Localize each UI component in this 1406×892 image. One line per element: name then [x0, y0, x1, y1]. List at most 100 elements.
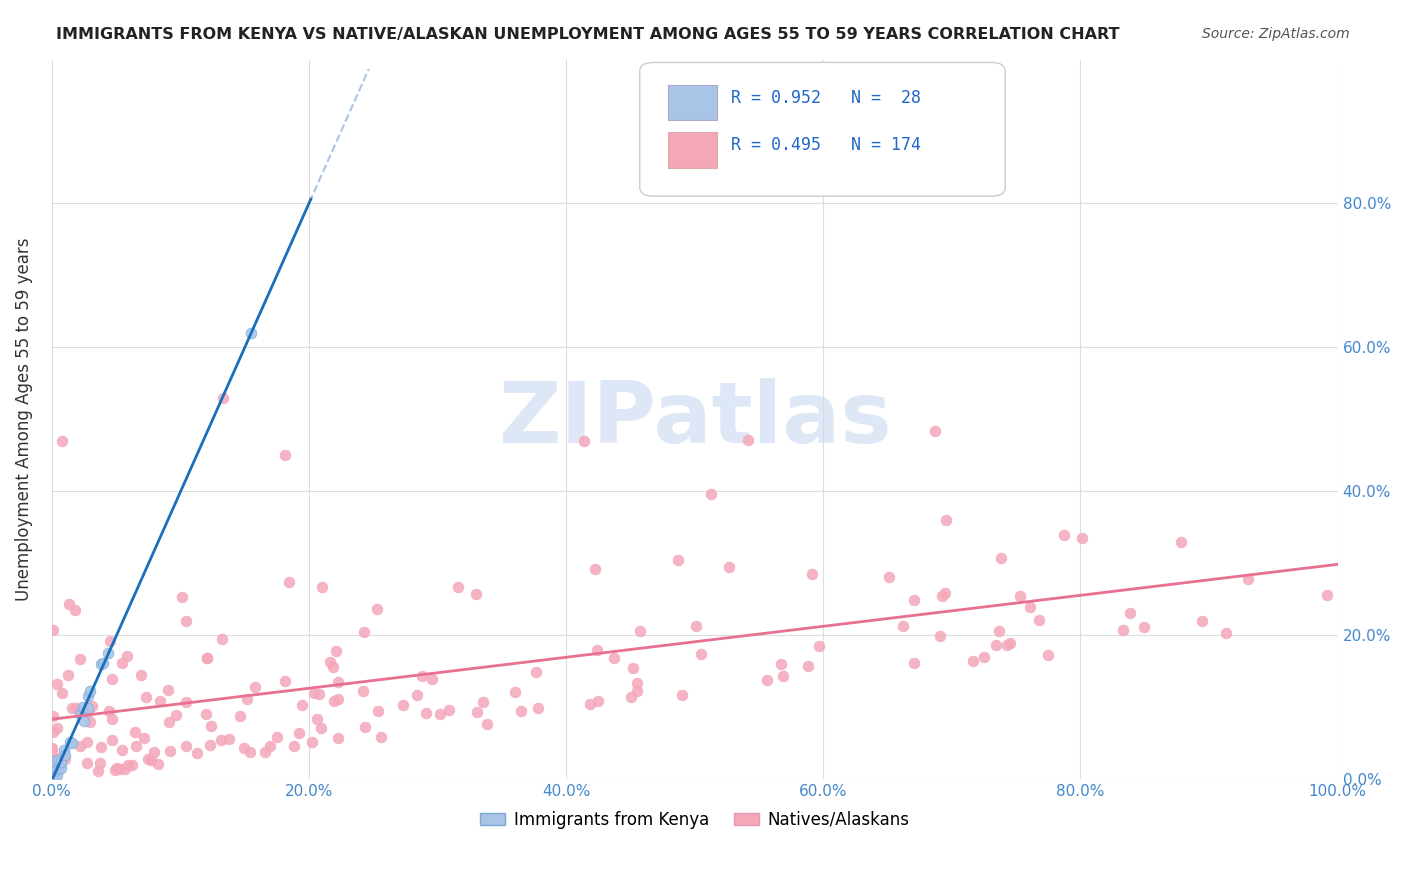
Text: Source: ZipAtlas.com: Source: ZipAtlas.com: [1202, 27, 1350, 41]
Point: [41, 772, 63, 786]
Point: [42, 770, 65, 784]
Point: [143, 745, 166, 759]
Point: [41, 740, 63, 755]
Point: [621, 661, 644, 675]
Point: [117, 648, 139, 663]
Point: [987, 624, 1010, 638]
Text: ZIPatlas: ZIPatlas: [498, 377, 891, 461]
Point: [111, 743, 134, 757]
Point: [259, 739, 281, 753]
Point: [1028, 613, 1050, 627]
Point: [49, 761, 72, 775]
Point: [41, 743, 63, 757]
Point: [48, 763, 70, 777]
Point: [277, 574, 299, 589]
Point: [211, 632, 233, 647]
Point: [1036, 648, 1059, 662]
Point: [218, 731, 240, 746]
Point: [808, 639, 831, 653]
Point: [391, 698, 413, 713]
Point: [82, 699, 104, 714]
Point: [212, 391, 235, 405]
Point: [135, 690, 157, 704]
Point: [195, 651, 218, 665]
Point: [411, 668, 433, 682]
Point: [121, 757, 143, 772]
Point: [578, 697, 600, 711]
Point: [931, 589, 953, 603]
Point: [370, 730, 392, 744]
Point: [236, 691, 259, 706]
Point: [527, 700, 550, 714]
Point: [325, 644, 347, 658]
Point: [877, 570, 900, 584]
Point: [44, 772, 66, 786]
Point: [157, 682, 180, 697]
Point: [1170, 535, 1192, 549]
Point: [176, 695, 198, 709]
Point: [583, 561, 606, 575]
Point: [53, 752, 76, 766]
Point: [328, 691, 350, 706]
Point: [439, 703, 461, 717]
Point: [934, 586, 956, 600]
Point: [46, 751, 69, 765]
Point: [1236, 573, 1258, 587]
Legend: Immigrants from Kenya, Natives/Alaskans: Immigrants from Kenya, Natives/Alaskans: [474, 804, 915, 835]
Point: [301, 735, 323, 749]
Point: [243, 680, 266, 694]
Point: [90, 657, 112, 672]
Point: [903, 656, 925, 670]
Point: [465, 587, 488, 601]
Point: [42, 763, 65, 777]
Point: [274, 674, 297, 689]
Point: [79, 684, 101, 698]
Point: [51, 434, 73, 448]
Point: [603, 651, 626, 665]
Point: [172, 590, 194, 604]
Point: [524, 665, 547, 679]
Point: [53, 748, 76, 763]
Point: [186, 746, 208, 760]
Point: [1112, 623, 1135, 637]
Point: [91, 656, 114, 670]
Point: [367, 704, 389, 718]
Point: [772, 669, 794, 683]
Point: [288, 726, 311, 740]
Point: [76, 701, 98, 715]
Point: [903, 593, 925, 607]
Point: [924, 424, 946, 438]
Point: [44, 768, 66, 782]
Point: [76, 705, 98, 719]
Point: [510, 704, 533, 718]
Point: [572, 434, 595, 448]
Point: [429, 706, 451, 721]
Point: [51, 755, 73, 769]
Point: [998, 636, 1021, 650]
Point: [666, 553, 689, 567]
Point: [117, 758, 139, 772]
Point: [42, 757, 65, 772]
Point: [770, 657, 793, 671]
Point: [671, 689, 693, 703]
Point: [97, 646, 120, 660]
Point: [65, 700, 87, 714]
Point: [283, 739, 305, 754]
Point: [1191, 614, 1213, 628]
Point: [447, 580, 470, 594]
Point: [104, 763, 127, 777]
Point: [628, 624, 651, 638]
Point: [42, 772, 65, 786]
Point: [76, 756, 98, 770]
Point: [41, 770, 63, 784]
Point: [240, 326, 263, 340]
Point: [406, 688, 429, 702]
Point: [990, 551, 1012, 566]
Point: [1010, 589, 1032, 603]
Point: [45, 759, 67, 773]
Point: [620, 690, 643, 704]
Point: [1119, 607, 1142, 621]
Point: [700, 487, 723, 501]
Point: [477, 717, 499, 731]
Point: [72, 700, 94, 714]
